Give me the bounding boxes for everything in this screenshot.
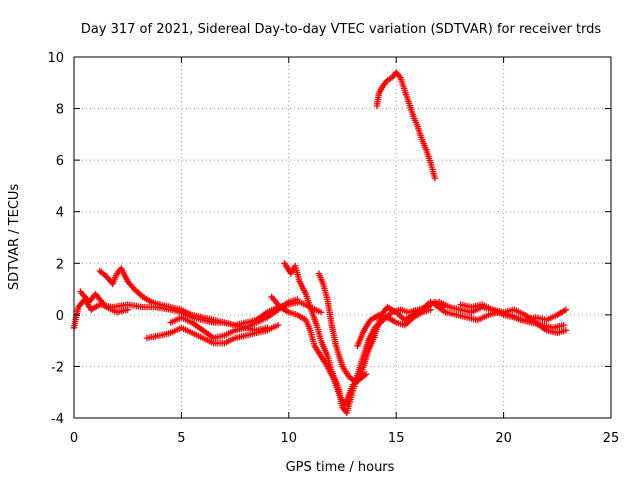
- series-track-l: [457, 301, 570, 337]
- series-track-e: [77, 288, 131, 316]
- y-tick-label: -4: [51, 412, 64, 427]
- series-track-m: [373, 69, 439, 182]
- series-track-h: [315, 270, 434, 386]
- x-tick-label: 0: [70, 431, 78, 446]
- data-points: [70, 69, 570, 416]
- point-markers: [354, 306, 434, 349]
- x-tick-label: 10: [281, 431, 298, 446]
- y-tick-label: 8: [56, 103, 64, 118]
- point-markers: [167, 314, 271, 342]
- point-markers: [373, 69, 439, 182]
- x-tick-label: 25: [603, 431, 620, 446]
- y-axis-label: SDTVAR / TECUs: [7, 184, 22, 291]
- y-tick-label: 0: [56, 309, 64, 324]
- point-markers: [436, 298, 570, 324]
- chart-title: Day 317 of 2021, Sidereal Day-to-day VTE…: [81, 22, 602, 37]
- point-markers: [315, 270, 434, 386]
- y-tick-label: -2: [51, 360, 64, 375]
- x-tick-label: 20: [495, 431, 512, 446]
- y-tick-label: 10: [47, 51, 64, 66]
- series-track-j: [436, 298, 570, 324]
- y-axis-ticks: -4 -2 0 2 4 6 8 10: [47, 51, 611, 427]
- plot-frame: [73, 56, 612, 419]
- x-axis-label: GPS time / hours: [286, 460, 395, 475]
- x-tick-label: 5: [177, 431, 185, 446]
- x-axis-ticks: 0 5 10 15 20 25: [70, 57, 619, 446]
- point-markers: [77, 288, 131, 316]
- x-tick-label: 15: [388, 431, 405, 446]
- y-tick-label: 2: [56, 257, 64, 272]
- y-tick-label: 6: [56, 154, 64, 169]
- point-markers: [143, 322, 282, 347]
- series-track-i: [354, 306, 434, 349]
- series-track-c: [143, 322, 282, 347]
- y-tick-label: 4: [56, 206, 64, 221]
- series-track-d: [167, 314, 271, 342]
- point-markers: [457, 301, 570, 337]
